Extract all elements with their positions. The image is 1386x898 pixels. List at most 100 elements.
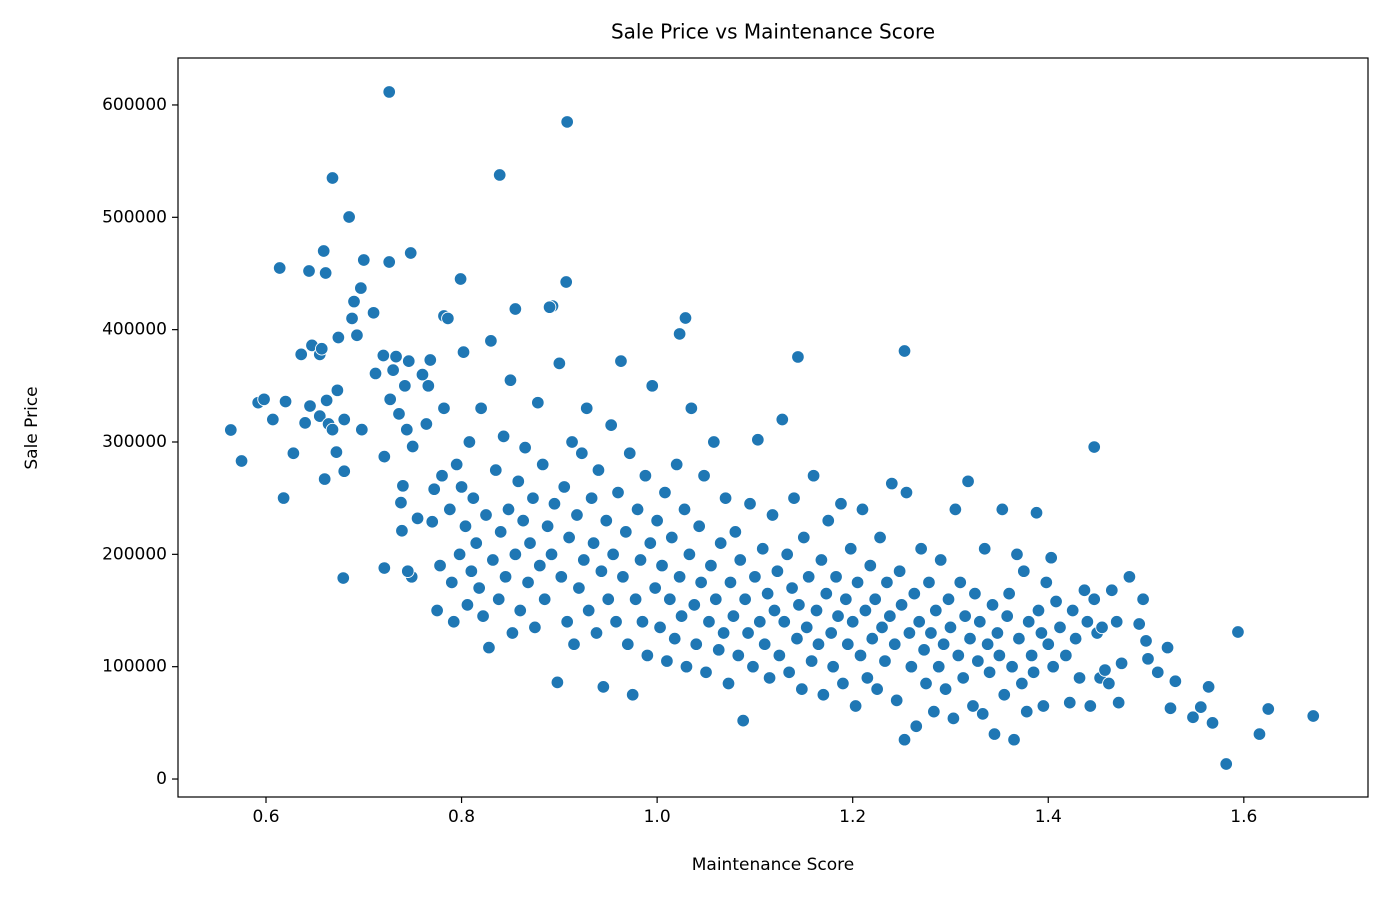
point: [831, 609, 845, 623]
point: [655, 558, 669, 573]
point: [625, 688, 640, 702]
point: [777, 614, 791, 629]
point: [787, 491, 801, 505]
point: [973, 614, 987, 629]
point: [1163, 701, 1178, 715]
point: [489, 463, 503, 477]
point: [806, 468, 821, 483]
point: [1005, 659, 1019, 674]
point: [572, 581, 586, 595]
point: [1046, 659, 1060, 674]
point: [547, 497, 562, 511]
point: [476, 609, 490, 623]
point: [316, 244, 331, 258]
point: [865, 631, 879, 646]
point: [1021, 614, 1036, 629]
point: [924, 626, 938, 640]
point: [419, 417, 434, 431]
x-axis-label: Maintenance Score: [692, 855, 855, 875]
point: [699, 665, 713, 680]
point: [405, 439, 420, 454]
point: [816, 688, 831, 702]
point: [462, 435, 477, 449]
point: [1010, 547, 1024, 562]
point: [619, 525, 633, 539]
point: [537, 592, 552, 607]
point: [956, 671, 970, 685]
point: [403, 246, 418, 260]
point: [1219, 757, 1233, 771]
point: [848, 699, 863, 713]
point: [1026, 665, 1041, 680]
point: [1114, 656, 1129, 671]
point: [834, 497, 848, 511]
point: [386, 363, 400, 377]
point: [702, 614, 716, 629]
point: [707, 435, 721, 449]
point: [868, 592, 882, 607]
point: [482, 640, 496, 655]
point: [1080, 614, 1095, 629]
point: [492, 168, 507, 182]
point: [402, 354, 416, 368]
point: [958, 609, 972, 623]
point: [560, 614, 574, 629]
point: [445, 575, 459, 590]
point: [589, 626, 604, 640]
point: [337, 412, 351, 427]
point: [1095, 620, 1109, 635]
point: [452, 547, 467, 562]
point: [674, 609, 689, 623]
point: [883, 609, 897, 623]
point: [318, 266, 333, 280]
point: [272, 261, 287, 275]
point: [753, 614, 767, 629]
point: [325, 171, 340, 185]
point: [377, 561, 392, 575]
point: [474, 401, 488, 416]
point: [1034, 626, 1049, 640]
point: [466, 491, 481, 505]
point: [887, 637, 902, 651]
point: [992, 648, 1007, 663]
point: [516, 513, 530, 528]
point: [718, 491, 733, 505]
point: [762, 671, 777, 685]
point: [980, 637, 995, 651]
point: [521, 575, 535, 590]
point: [396, 479, 410, 493]
point: [663, 592, 677, 607]
point: [933, 553, 948, 567]
point: [398, 379, 412, 393]
point: [382, 255, 396, 269]
point: [354, 281, 368, 295]
point: [1194, 700, 1208, 714]
point: [336, 571, 351, 585]
point: [733, 553, 747, 567]
point: [511, 474, 526, 489]
point: [325, 422, 340, 437]
point: [446, 614, 461, 629]
point: [1007, 732, 1021, 747]
point: [966, 699, 980, 713]
point: [804, 654, 819, 668]
point: [938, 682, 953, 696]
point: [278, 394, 293, 409]
point: [337, 464, 351, 478]
point: [684, 401, 699, 416]
point: [294, 347, 308, 362]
point: [577, 553, 591, 567]
point: [985, 598, 1000, 612]
point: [885, 476, 899, 491]
x-tick-label: 0.6: [252, 807, 279, 827]
point: [234, 454, 249, 468]
point: [687, 598, 702, 612]
point: [331, 330, 346, 345]
point: [526, 491, 540, 505]
point: [995, 502, 1010, 517]
point: [977, 541, 992, 556]
point: [1111, 695, 1126, 710]
point: [878, 654, 892, 668]
point: [922, 575, 936, 590]
point: [941, 592, 956, 607]
